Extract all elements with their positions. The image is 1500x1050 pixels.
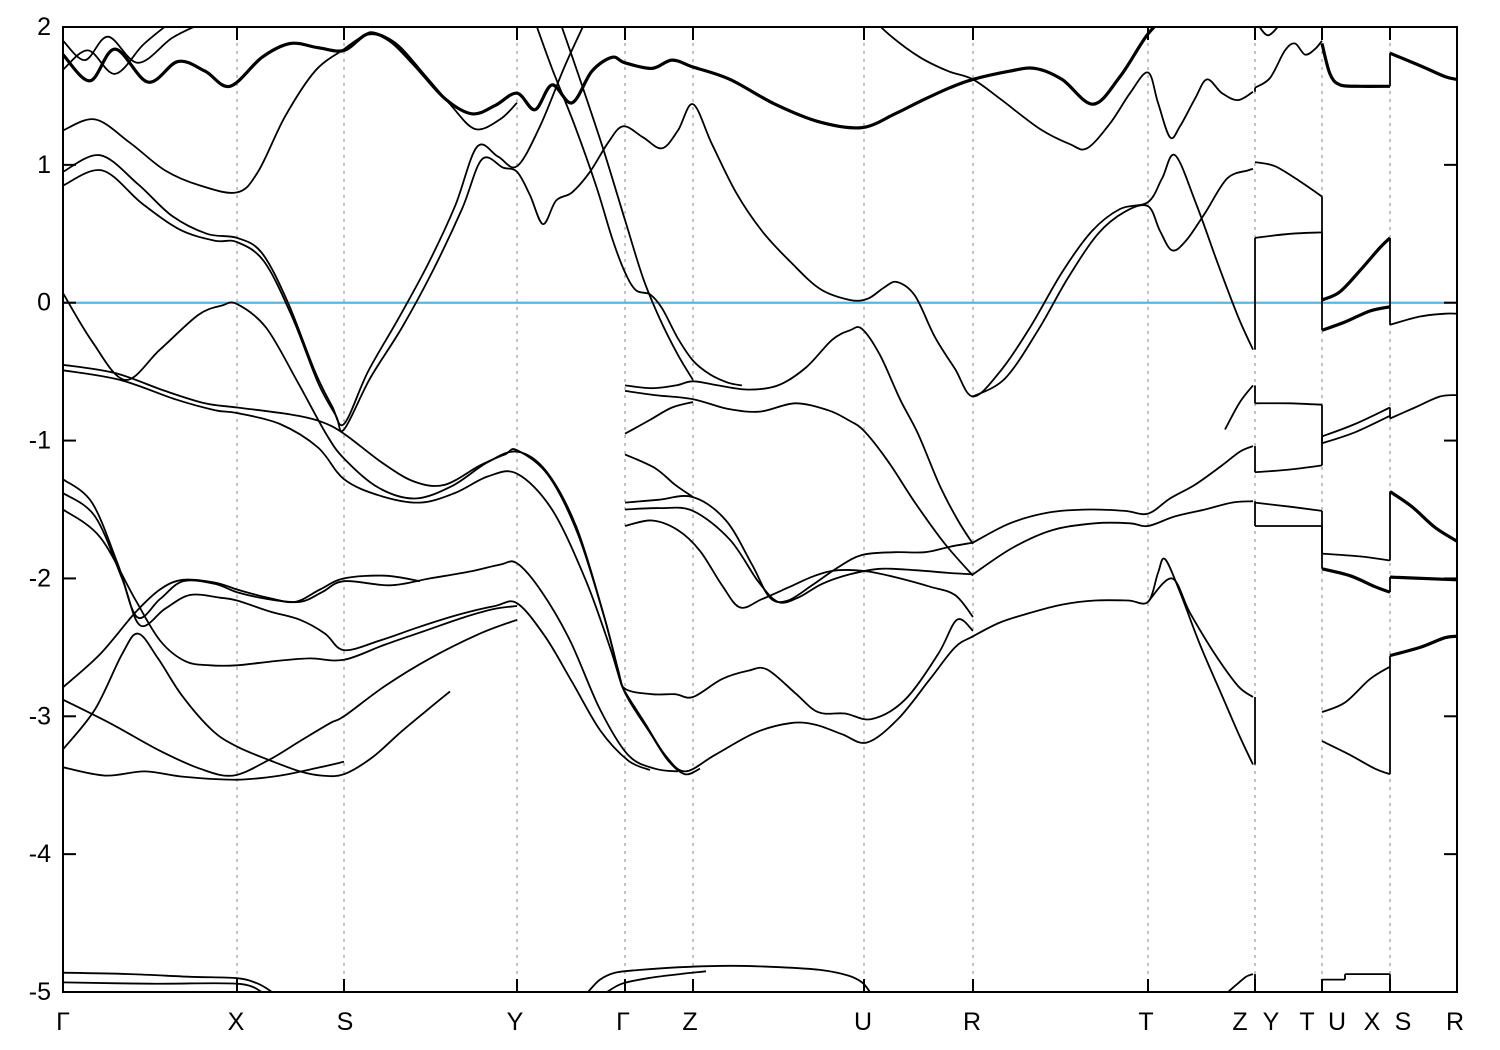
band-02 (63, 27, 1157, 130)
band-38 (1254, 501, 1323, 512)
x-tick-label: R (963, 1008, 981, 1036)
band-14 (63, 574, 421, 688)
band-34 (1254, 161, 1323, 198)
x-tick-label: S (1395, 1008, 1412, 1036)
x-tick-label: Z (682, 1008, 697, 1036)
band-21 (624, 453, 694, 498)
band-32 (1254, 40, 1323, 89)
band-44 (1321, 414, 1391, 445)
band-37 (1254, 464, 1323, 474)
x-tick-label: S (337, 1008, 354, 1036)
band-07 (972, 168, 1254, 398)
x-tick-label: U (854, 1008, 872, 1036)
band-25 (535, 27, 743, 387)
band-57 (587, 964, 871, 992)
band-41 (1321, 236, 1392, 302)
x-tick-label: Γ (56, 1008, 70, 1036)
band-30 (1147, 577, 1254, 698)
band-26 (560, 27, 694, 381)
band-23 (624, 506, 974, 604)
band-51 (1389, 394, 1457, 420)
band-10 (63, 369, 701, 776)
band-15 (63, 618, 518, 777)
band-50 (1389, 312, 1457, 326)
band-29 (972, 500, 1254, 576)
x-tick-label: T (1138, 1008, 1153, 1036)
band-59 (1227, 973, 1254, 992)
x-tick-label: Γ (616, 1008, 630, 1036)
band-04 (63, 31, 518, 194)
band-55 (63, 971, 273, 992)
band-33 (1258, 27, 1279, 37)
band-11 (63, 478, 679, 773)
y-tick-label: -5 (29, 978, 51, 1006)
band-36 (1254, 402, 1323, 406)
band-35 (1254, 231, 1323, 239)
band-43 (1321, 406, 1391, 438)
band-19 (624, 390, 974, 577)
band-46 (1321, 567, 1391, 594)
y-tick-label: -4 (29, 840, 51, 868)
axis-ticks (62, 26, 1458, 993)
x-tick-label: Y (507, 1008, 524, 1036)
x-tick-label: Y (1263, 1008, 1280, 1036)
band-58 (606, 970, 707, 992)
band-56 (63, 981, 263, 992)
y-tick-label: 2 (37, 13, 51, 41)
x-tick-label: R (1446, 1008, 1464, 1036)
band-01 (63, 27, 196, 64)
x-tick-label: T (1299, 1008, 1314, 1036)
band-09 (63, 363, 1254, 773)
band-54 (1389, 634, 1457, 658)
band-47 (1321, 665, 1391, 713)
band-48 (1321, 740, 1391, 776)
band-03 (63, 27, 166, 75)
band-40 (1320, 43, 1391, 88)
band-22 (624, 495, 974, 604)
x-tick-label: X (1364, 1008, 1381, 1036)
band-16 (63, 632, 451, 778)
x-tick-label: Z (1232, 1008, 1247, 1036)
y-tick-label: -3 (29, 702, 51, 730)
band-05 (63, 27, 584, 427)
band-20 (624, 401, 694, 435)
band-31 (1224, 384, 1254, 430)
band-06 (63, 103, 1254, 432)
y-tick-label: 1 (37, 151, 51, 179)
y-axis-labels: 2 1 0 -1 -2 -3 -4 -5 (29, 13, 51, 1006)
x-tick-label: X (228, 1008, 245, 1036)
band-49 (1389, 51, 1457, 81)
bands (63, 27, 1457, 992)
band-28 (972, 445, 1254, 544)
band-24 (624, 519, 974, 618)
y-tick-label: 0 (37, 289, 51, 317)
band-17 (63, 760, 345, 781)
y-tick-label: -1 (29, 427, 51, 455)
band-27 (879, 27, 1254, 151)
plot-frame (62, 26, 1458, 993)
band-45 (1321, 552, 1391, 562)
x-tick-label: U (1328, 1008, 1346, 1036)
band-08 (63, 292, 974, 721)
band-18 (624, 326, 974, 545)
band-42 (1321, 305, 1391, 332)
band-52 (1389, 490, 1457, 543)
y-tick-label: -2 (29, 564, 51, 592)
